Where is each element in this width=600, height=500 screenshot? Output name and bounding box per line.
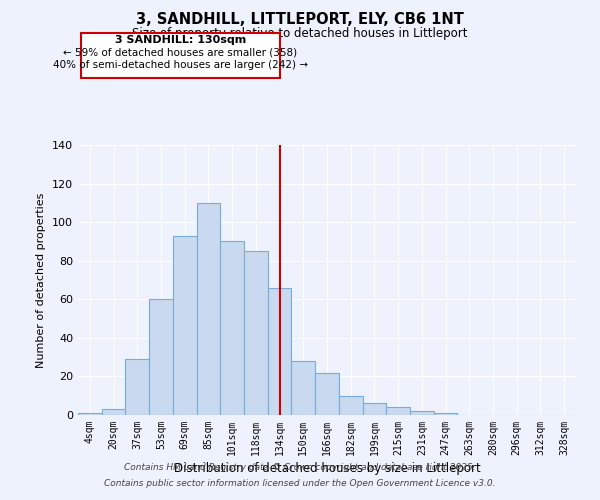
Bar: [197, 203, 220, 415]
Text: 40% of semi-detached houses are larger (242) →: 40% of semi-detached houses are larger (…: [53, 60, 308, 70]
Text: Size of property relative to detached houses in Littleport: Size of property relative to detached ho…: [132, 28, 468, 40]
Text: 3 SANDHILL: 130sqm: 3 SANDHILL: 130sqm: [115, 35, 246, 45]
Bar: [78, 413, 102, 415]
Bar: [362, 404, 386, 415]
Bar: [268, 288, 292, 415]
Bar: [220, 242, 244, 415]
Bar: [173, 236, 197, 415]
Y-axis label: Number of detached properties: Number of detached properties: [37, 192, 46, 368]
Bar: [386, 408, 410, 415]
Bar: [410, 411, 434, 415]
Text: Contains HM Land Registry data © Crown copyright and database right 2025.: Contains HM Land Registry data © Crown c…: [124, 464, 476, 472]
Bar: [102, 409, 125, 415]
Bar: [339, 396, 362, 415]
Text: ← 59% of detached houses are smaller (358): ← 59% of detached houses are smaller (35…: [63, 48, 298, 58]
Bar: [292, 361, 315, 415]
Text: Contains public sector information licensed under the Open Government Licence v3: Contains public sector information licen…: [104, 478, 496, 488]
Bar: [244, 251, 268, 415]
Bar: [125, 359, 149, 415]
Bar: [434, 413, 457, 415]
X-axis label: Distribution of detached houses by size in Littleport: Distribution of detached houses by size …: [173, 462, 481, 475]
Bar: [315, 372, 339, 415]
Bar: [149, 300, 173, 415]
Text: 3, SANDHILL, LITTLEPORT, ELY, CB6 1NT: 3, SANDHILL, LITTLEPORT, ELY, CB6 1NT: [136, 12, 464, 28]
